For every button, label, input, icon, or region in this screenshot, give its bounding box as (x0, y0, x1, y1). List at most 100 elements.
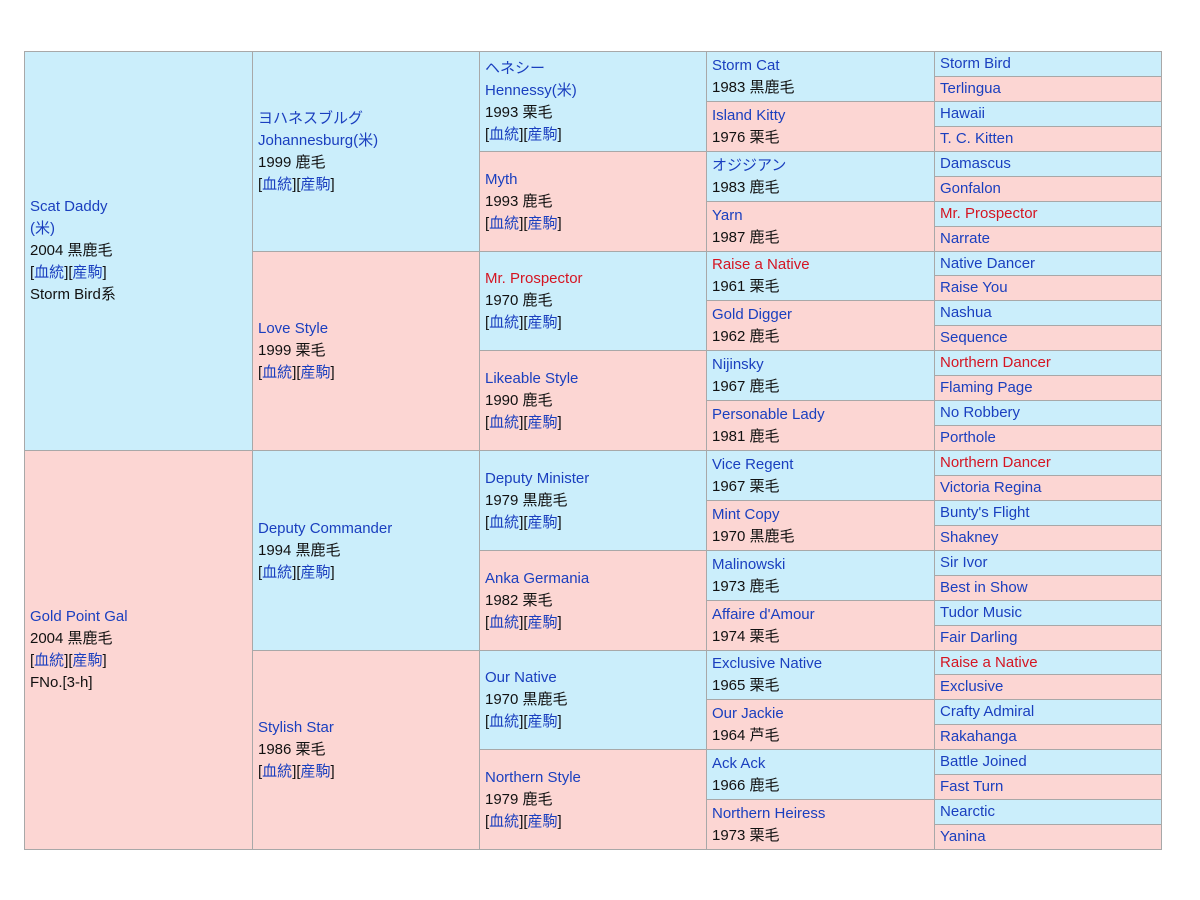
horse-name-link[interactable]: Battle Joined (940, 753, 1027, 770)
pedigree-link[interactable]: 血統 (489, 513, 520, 531)
horse-name-link[interactable]: Deputy Commander (258, 519, 393, 537)
horse-name-link[interactable]: Mr. Prospector (940, 205, 1038, 222)
horse-name-link[interactable]: Gonfalon (940, 180, 1001, 197)
pedigree-link[interactable]: 血統 (489, 214, 520, 232)
horse-name-link[interactable]: Gold Point Gal (30, 608, 128, 625)
progeny-link[interactable]: 産駒 (527, 314, 558, 331)
horse-name-link[interactable]: Exclusive Native (712, 655, 823, 672)
progeny-link[interactable]: 産駒 (527, 812, 558, 830)
horse-name-link[interactable]: Terlingua (940, 80, 1001, 97)
horse-name-link[interactable]: Best in Show (940, 579, 1028, 596)
horse-name-link[interactable]: Bunty's Flight (940, 504, 1030, 521)
horse-name-link[interactable]: Sequence (940, 329, 1008, 346)
progeny-link[interactable]: 産駒 (300, 763, 331, 780)
horse-name-link[interactable]: Our Jackie (712, 704, 784, 722)
pedigree-link[interactable]: 血統 (489, 314, 520, 331)
pedigree-link[interactable]: 血統 (262, 763, 293, 780)
horse-name-link[interactable]: ヘネシー (485, 59, 546, 77)
progeny-link[interactable]: 産駒 (527, 413, 558, 431)
horse-name-link[interactable]: Likeable Style (485, 369, 579, 387)
pedigree-link[interactable]: 血統 (489, 713, 520, 730)
pedigree-link[interactable]: 血統 (34, 264, 65, 281)
horse-name-link[interactable]: Exclusive (940, 678, 1004, 695)
progeny-link[interactable]: 産駒 (527, 613, 558, 631)
horse-name-link[interactable]: Affaire d'Amour (712, 605, 815, 623)
horse-name-link[interactable]: Hawaii (940, 105, 986, 122)
horse-name-link[interactable]: ヨハネスブルグ (258, 109, 364, 127)
bracket-open: [ (296, 563, 301, 581)
horse-name-link[interactable]: オジジアン (712, 156, 787, 174)
progeny-link[interactable]: 産駒 (72, 264, 103, 281)
horse-name-link[interactable]: Island Kitty (712, 106, 786, 124)
horse-name-link[interactable]: Damascus (940, 155, 1011, 172)
horse-name-link[interactable]: Northern Heiress (712, 804, 826, 822)
horse-name-link[interactable]: Deputy Minister (485, 469, 590, 487)
horse-name-link[interactable]: Love Style (258, 320, 329, 337)
pedigree-cell-gen3-2: Myth 1993 鹿毛 [血統][産駒] (479, 151, 707, 252)
horse-name-link[interactable]: Narrate (940, 230, 991, 247)
horse-name-link[interactable]: Sir Ivor (940, 554, 988, 571)
horse-name-link[interactable]: Northern Dancer (940, 454, 1051, 471)
pedigree-cell-gen3-8: Northern Style 1979 鹿毛 [血統][産駒] (479, 749, 707, 850)
progeny-link[interactable]: 産駒 (72, 652, 103, 669)
horse-name-link[interactable]: Stylish Star (258, 719, 334, 736)
pedigree-cell-gen5-1: Storm Bird (934, 51, 1162, 77)
horse-name-link[interactable]: Our Native (485, 669, 557, 686)
horse-name-link[interactable]: Hennessy(米) (485, 81, 577, 99)
horse-name-link[interactable]: Nearctic (940, 803, 996, 820)
horse-name-link[interactable]: T. C. Kitten (940, 130, 1014, 147)
progeny-link[interactable]: 産駒 (300, 175, 331, 193)
horse-name-link[interactable]: Native Dancer (940, 254, 1036, 272)
pedigree-link[interactable]: 血統 (489, 125, 520, 143)
horse-name-link[interactable]: Fair Darling (940, 629, 1018, 646)
pedigree-link[interactable]: 血統 (262, 364, 293, 381)
horse-name-link[interactable]: Victoria Regina (940, 479, 1042, 496)
horse-name-link[interactable]: Fast Turn (940, 778, 1004, 795)
horse-name-link[interactable]: Raise a Native (712, 256, 810, 273)
horse-name-link[interactable]: Malinowski (712, 555, 786, 573)
horse-name-link[interactable]: Flaming Page (940, 379, 1033, 396)
pedigree-link[interactable]: 血統 (262, 563, 293, 581)
horse-name-link[interactable]: Storm Bird (940, 55, 1011, 72)
progeny-link[interactable]: 産駒 (527, 713, 558, 730)
horse-name-link[interactable]: Scat Daddy (30, 198, 108, 215)
birth-year-coat: 1993 栗毛 (485, 103, 553, 121)
horse-name-link[interactable]: Myth (485, 170, 518, 188)
progeny-link[interactable]: 産駒 (300, 364, 331, 381)
birth-year-coat: 1983 鹿毛 (712, 178, 780, 196)
horse-name-link[interactable]: Northern Dancer (940, 354, 1051, 371)
pedigree-link[interactable]: 血統 (489, 812, 520, 830)
horse-name-link[interactable]: Yanina (940, 828, 986, 845)
horse-name-link[interactable]: Tudor Music (940, 604, 1022, 621)
horse-name-link[interactable]: Mr. Prospector (485, 270, 583, 287)
horse-name-link[interactable]: Northern Style (485, 768, 581, 786)
horse-name-link[interactable]: Ack Ack (712, 754, 766, 772)
horse-name-link[interactable]: (米) (30, 220, 55, 237)
horse-name-link[interactable]: Crafty Admiral (940, 703, 1035, 720)
horse-name-link[interactable]: Johannesburg(米) (258, 131, 379, 149)
pedigree-link[interactable]: 血統 (489, 613, 520, 631)
progeny-link[interactable]: 産駒 (527, 214, 558, 232)
horse-name-link[interactable]: Vice Regent (712, 455, 794, 473)
horse-name-link[interactable]: Nashua (940, 304, 992, 321)
progeny-link[interactable]: 産駒 (300, 563, 331, 581)
horse-name-link[interactable]: Shakney (940, 529, 999, 546)
pedigree-link[interactable]: 血統 (489, 413, 520, 431)
progeny-link[interactable]: 産駒 (527, 513, 558, 531)
pedigree-link[interactable]: 血統 (34, 652, 65, 669)
horse-name-link[interactable]: Nijinsky (712, 355, 764, 373)
horse-name-link[interactable]: Anka Germania (485, 569, 590, 587)
horse-name-link[interactable]: Raise You (940, 279, 1008, 296)
horse-name-link[interactable]: Rakahanga (940, 728, 1017, 745)
horse-name-link[interactable]: No Robbery (940, 404, 1021, 421)
horse-name-link[interactable]: Gold Digger (712, 305, 793, 323)
horse-name-link[interactable]: Mint Copy (712, 505, 780, 523)
bracket-open: [ (523, 812, 528, 830)
pedigree-link[interactable]: 血統 (262, 175, 293, 193)
horse-name-link[interactable]: Storm Cat (712, 56, 780, 74)
progeny-link[interactable]: 産駒 (527, 125, 558, 143)
horse-name-link[interactable]: Raise a Native (940, 653, 1038, 671)
horse-name-link[interactable]: Yarn (712, 206, 743, 224)
horse-name-link[interactable]: Personable Lady (712, 405, 825, 423)
horse-name-link[interactable]: Porthole (940, 429, 996, 446)
